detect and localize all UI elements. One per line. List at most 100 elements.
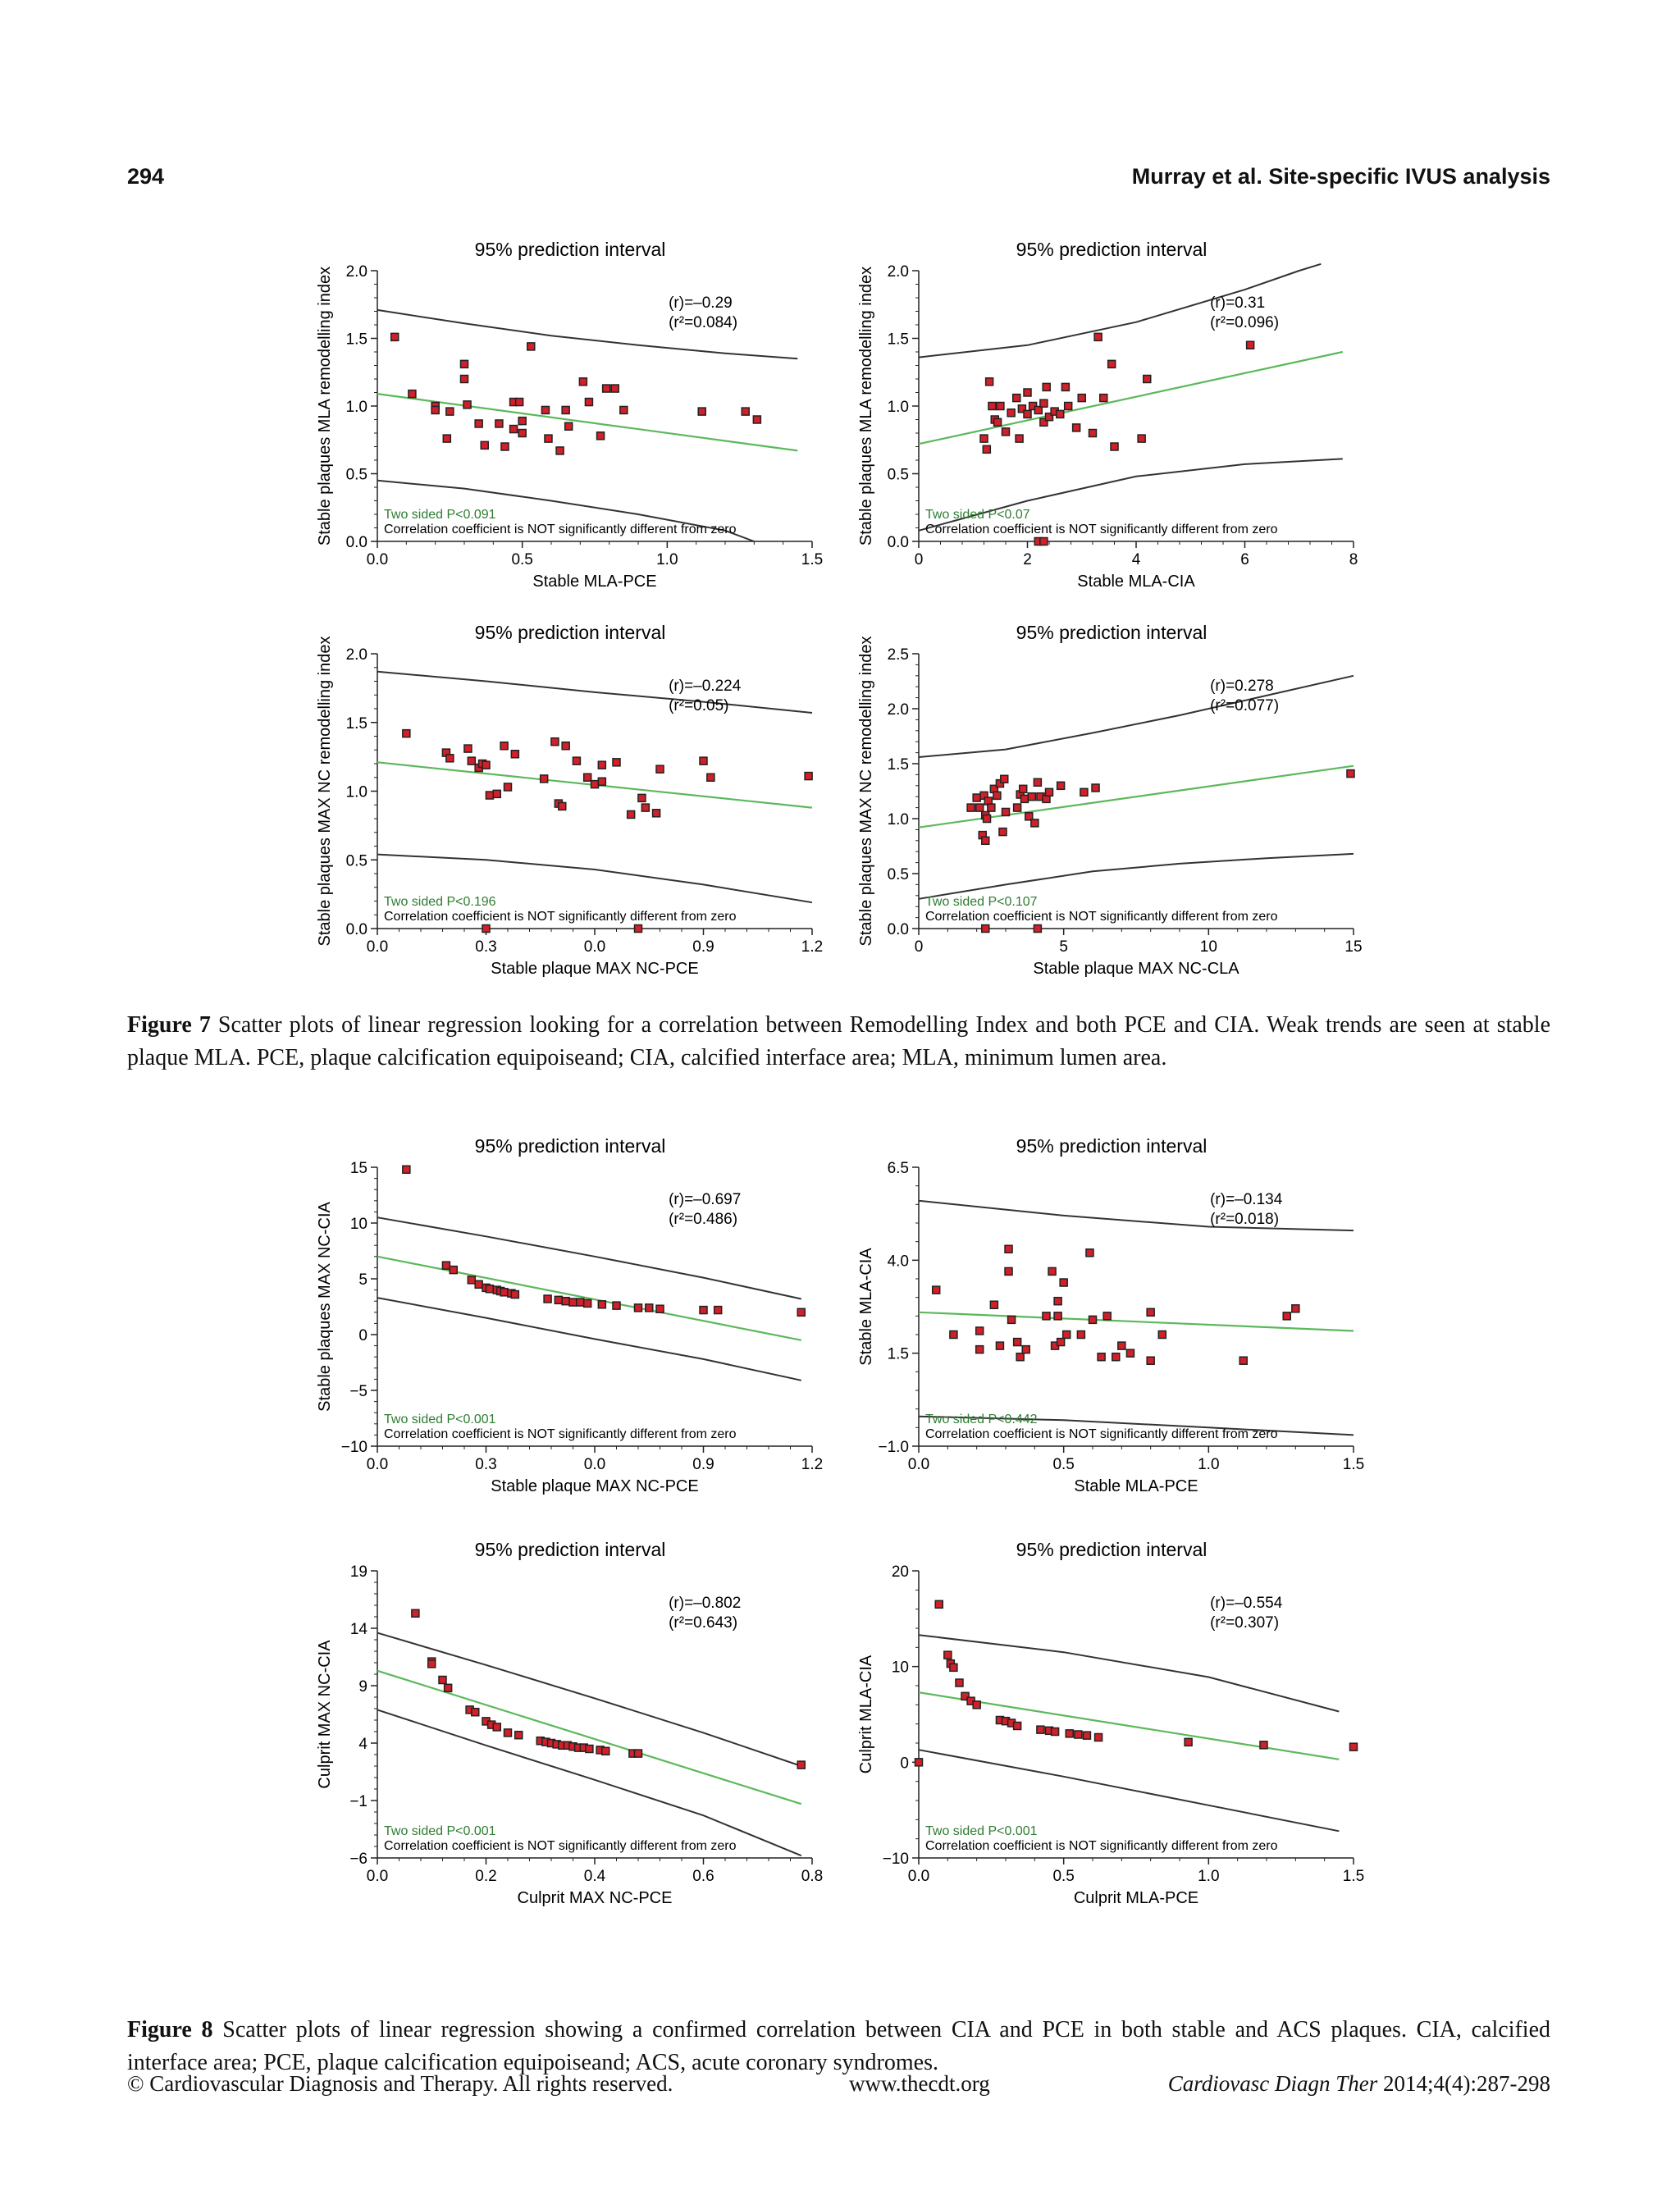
data-point bbox=[1080, 787, 1089, 797]
p-value-label: Two sided P<0.07 bbox=[925, 508, 1030, 522]
data-point bbox=[1004, 1244, 1013, 1253]
data-point bbox=[1007, 1315, 1016, 1325]
data-point bbox=[1039, 418, 1048, 427]
y-tick-label: 1.5 bbox=[888, 756, 909, 774]
x-tick-label: 8 bbox=[1349, 551, 1358, 568]
data-point bbox=[463, 400, 472, 409]
data-point bbox=[1093, 332, 1102, 342]
data-point bbox=[1017, 404, 1027, 413]
data-point bbox=[1349, 1742, 1358, 1751]
y-tick-label: 1.5 bbox=[346, 715, 368, 733]
r-squared-label: (r²=0.084) bbox=[669, 314, 737, 331]
data-point bbox=[961, 1691, 970, 1701]
y-tick-label: 15 bbox=[350, 1160, 368, 1177]
upper-prediction-line bbox=[377, 1216, 802, 1300]
data-point bbox=[699, 1305, 708, 1315]
x-axis-label: Stable MLA-PCE bbox=[532, 573, 656, 591]
data-point bbox=[1061, 1330, 1071, 1340]
page-number: 294 bbox=[127, 164, 165, 189]
y-tick-label: −6 bbox=[349, 1851, 368, 1868]
data-point bbox=[482, 760, 491, 769]
data-point bbox=[633, 1303, 643, 1312]
x-tick-label: 0.0 bbox=[908, 1868, 929, 1885]
data-point bbox=[568, 1298, 578, 1307]
data-point bbox=[597, 1300, 607, 1309]
figure7-caption-text: Scatter plots of linear regression looki… bbox=[127, 1012, 1551, 1070]
y-tick-label: 2.5 bbox=[888, 646, 909, 664]
x-tick-label: 2 bbox=[1023, 551, 1032, 568]
data-point bbox=[1346, 769, 1355, 778]
upper-prediction-line bbox=[918, 1199, 1354, 1232]
chart-title: 95% prediction interval bbox=[1016, 239, 1208, 260]
y-tick-label: 0.5 bbox=[346, 467, 368, 484]
lower-prediction-line bbox=[918, 1749, 1340, 1833]
x-tick-label: 0 bbox=[915, 551, 924, 568]
y-tick-label: −10 bbox=[883, 1851, 909, 1868]
data-point bbox=[1137, 434, 1146, 443]
y-axis-label: Stable plaques MLA remodelling index bbox=[316, 267, 334, 545]
data-point bbox=[1143, 374, 1152, 384]
data-point bbox=[554, 1295, 564, 1305]
data-point bbox=[445, 407, 454, 416]
data-point bbox=[474, 1280, 483, 1289]
data-point bbox=[655, 1304, 664, 1313]
data-point bbox=[1025, 812, 1034, 821]
data-point bbox=[1023, 409, 1032, 419]
data-point bbox=[979, 791, 988, 801]
data-point bbox=[914, 1758, 924, 1767]
footer-url[interactable]: www.thecdt.org bbox=[849, 2071, 990, 2096]
y-tick-label: 10 bbox=[350, 1216, 368, 1233]
x-axis-label: Culprit MLA-PCE bbox=[1074, 1889, 1198, 1907]
data-point bbox=[996, 401, 1005, 411]
data-point bbox=[999, 774, 1009, 784]
r-squared-label: (r²=0.018) bbox=[1210, 1211, 1279, 1228]
data-point bbox=[492, 1723, 501, 1732]
y-tick-label: 0.5 bbox=[346, 852, 368, 870]
data-point bbox=[1001, 427, 1011, 436]
x-tick-label: 0.3 bbox=[475, 1456, 496, 1473]
data-point bbox=[1184, 1737, 1193, 1747]
data-point bbox=[485, 1284, 495, 1294]
data-point bbox=[637, 793, 646, 803]
data-point bbox=[979, 434, 988, 443]
data-point bbox=[1099, 393, 1108, 403]
data-point bbox=[463, 744, 472, 753]
figure8-caption-text: Scatter plots of linear regression showi… bbox=[127, 2017, 1550, 2075]
y-axis-label: Stable plaques MLA remodelling index bbox=[857, 267, 875, 545]
y-tick-label: 2.0 bbox=[888, 701, 909, 719]
data-point bbox=[561, 741, 570, 751]
y-tick-label: 0.0 bbox=[346, 534, 368, 551]
y-tick-label: 6.5 bbox=[888, 1160, 909, 1177]
data-point bbox=[1034, 405, 1043, 415]
data-point bbox=[480, 440, 489, 450]
data-point bbox=[584, 397, 594, 407]
x-tick-label: 0.5 bbox=[1052, 1456, 1074, 1473]
x-tick-label: 0.0 bbox=[584, 938, 605, 956]
data-point bbox=[1085, 1248, 1094, 1257]
y-tick-label: 0.5 bbox=[888, 467, 909, 484]
data-point bbox=[601, 1746, 610, 1756]
data-point bbox=[514, 397, 524, 407]
regression-line bbox=[918, 1691, 1340, 1760]
x-tick-label: 0.8 bbox=[801, 1868, 823, 1885]
data-point bbox=[972, 793, 981, 802]
chart-title: 95% prediction interval bbox=[475, 622, 666, 643]
p-value-label: Two sided P<0.196 bbox=[384, 895, 496, 909]
data-point bbox=[1097, 1352, 1106, 1362]
x-axis-label: Stable plaque MAX NC-PCE bbox=[491, 1477, 698, 1495]
data-point bbox=[510, 750, 520, 759]
data-point bbox=[459, 359, 469, 369]
figure8-panel-b: 95% prediction interval −1.0 1.5 4.0 6.5 0.0 0… bbox=[857, 1135, 1364, 1495]
data-point bbox=[713, 1305, 723, 1315]
y-tick-label: 4 bbox=[358, 1736, 368, 1753]
data-point bbox=[1088, 428, 1098, 438]
data-point bbox=[582, 773, 592, 782]
r-value-label: (r)=–0.29 bbox=[669, 294, 733, 312]
x-axis-label: Culprit MAX NC-PCE bbox=[518, 1889, 673, 1907]
regression-line bbox=[377, 393, 798, 452]
upper-prediction-line bbox=[377, 1632, 802, 1767]
y-tick-label: 0 bbox=[358, 1327, 368, 1344]
data-point bbox=[500, 741, 509, 751]
data-point bbox=[993, 791, 1002, 801]
data-point bbox=[431, 405, 440, 415]
